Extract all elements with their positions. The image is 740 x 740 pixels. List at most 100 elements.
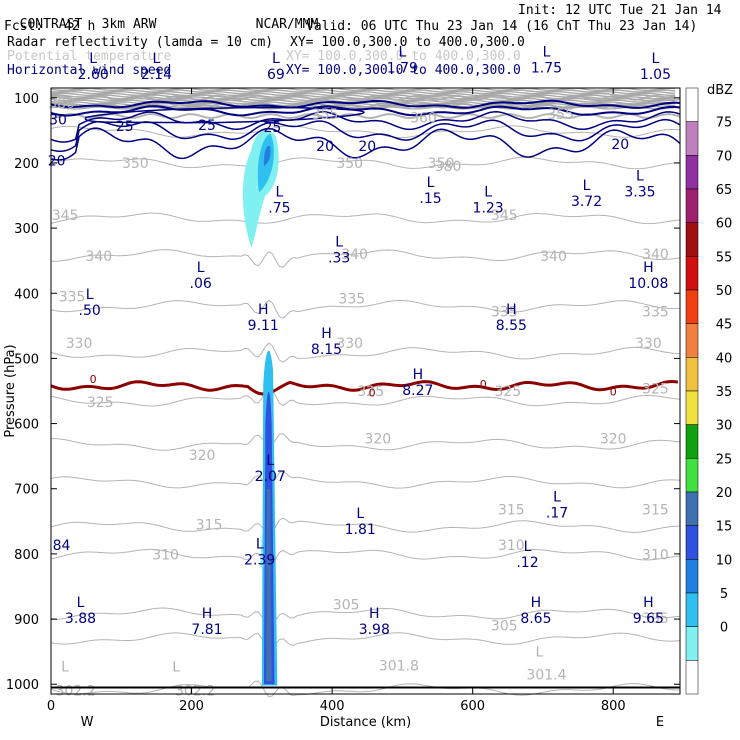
extremum-value: 2.14 <box>141 67 172 83</box>
theta-contour-dense <box>50 94 676 98</box>
plot-frame <box>50 87 681 695</box>
theta-label: 310 <box>642 548 669 564</box>
extremum-value: 2.07 <box>255 469 286 485</box>
theta-label: 380 <box>435 159 462 175</box>
colorbar-segment <box>685 121 699 156</box>
y-tick-label: 800 <box>14 548 39 563</box>
y-tick-label: 600 <box>14 418 39 433</box>
extremum-type: L <box>256 536 264 552</box>
extremum-type: L <box>651 51 659 67</box>
extremum-value: 8.27 <box>402 383 433 399</box>
wind-contour <box>50 105 681 117</box>
colorbar-segment <box>685 222 699 257</box>
wind-contour <box>50 99 681 109</box>
wind-label: 0 <box>90 373 97 386</box>
theta-contour <box>51 433 681 451</box>
theta-label: 320 <box>364 432 391 448</box>
colorbar-segment <box>685 323 699 358</box>
theta-label: 315 <box>642 503 669 519</box>
contour-labels: 380 380 360 355 355 350 350 350 345 345 340 340 340 3… <box>48 44 671 699</box>
extremum-value: 8.55 <box>496 318 527 334</box>
wind-label: 25 <box>116 119 134 135</box>
theta-label: 355 <box>312 107 339 123</box>
project-name: CONTRAST <box>19 17 83 32</box>
valid-time: Valid: 06 UTC Thu 23 Jan 14 (16 ChT Thu … <box>306 19 698 34</box>
extremum-type: L <box>398 44 406 60</box>
extremum-type: H <box>643 260 654 276</box>
field-2-xy: XY= 100.0,300.0 to 400.0,300.0 <box>286 49 521 64</box>
extremum-value: .17 <box>546 506 568 522</box>
colorbar-label: 55 <box>716 250 733 265</box>
extremum-type: H <box>506 302 517 318</box>
theta-label: 330 <box>336 336 363 352</box>
theta-label: 335 <box>491 305 518 321</box>
colorbar-label: 0 <box>720 621 728 636</box>
colorbar-segment <box>685 424 699 459</box>
extremum-type: L <box>153 51 161 67</box>
theta-label: 315 <box>196 518 223 534</box>
theta-label: 350 <box>336 156 363 172</box>
wind-label: 0 <box>480 378 487 391</box>
model-name: 3km ARW <box>86 4 157 32</box>
x-end-label-west: W <box>81 715 94 730</box>
colorbar-label: 45 <box>716 318 733 333</box>
colorbar-segment <box>685 559 699 594</box>
wind-contour <box>50 111 681 143</box>
extremum-type: L <box>335 235 343 251</box>
theta-label: 310 <box>498 538 525 554</box>
wind-label: 20 <box>358 139 376 155</box>
reflectivity-region <box>266 488 272 681</box>
reflectivity-region <box>260 527 264 567</box>
colorbar-segment <box>685 256 699 291</box>
x-tick-label: 0 <box>47 699 55 714</box>
colorbar-label: 10 <box>716 553 733 568</box>
colorbar-segment <box>685 458 699 493</box>
colorbar-label: 15 <box>716 520 733 535</box>
colorbar-segment <box>685 155 699 190</box>
extremum-type: L <box>266 453 274 469</box>
theta-label: 380 <box>48 96 75 112</box>
plot-background <box>51 88 680 694</box>
theta-contour-dense <box>50 89 676 93</box>
model-label: 3km ARW <box>101 17 157 32</box>
extremum-type: H <box>413 367 424 383</box>
wind-contour-closed <box>84 106 365 124</box>
extremum-value: 3.98 <box>359 622 390 638</box>
x-tick-label: 600 <box>460 699 485 714</box>
colorbar-segment <box>685 188 699 223</box>
extremum-value: .06 <box>190 276 212 292</box>
extremum-type: L <box>583 178 591 194</box>
potential-temperature-contours <box>50 87 681 698</box>
theta-contour <box>50 632 681 651</box>
theta-label: 355 <box>547 107 574 123</box>
extremum-value: .75 <box>268 201 290 217</box>
field-2-name: Potential temperature <box>7 49 172 64</box>
theta-contour <box>50 470 681 489</box>
field-3-name: Horizontal wind speed <box>7 63 172 78</box>
extremum-value: .33 <box>328 251 350 267</box>
theta-extremum-marker: L <box>536 645 544 661</box>
theta-label: 320 <box>600 432 627 448</box>
extremum-type: H <box>369 606 380 622</box>
colorbar-segment <box>685 626 699 661</box>
theta-label: 345 <box>491 208 518 224</box>
wind-contour <box>50 118 681 153</box>
colorbar-label: 50 <box>716 284 733 299</box>
colorbar-segment <box>685 660 699 695</box>
extremum-type: L <box>553 490 561 506</box>
y-tick-label: 400 <box>14 287 39 302</box>
extremum-value: 3.88 <box>65 611 96 627</box>
colorbar-label: 25 <box>716 452 733 467</box>
colorbar-segment <box>685 289 699 324</box>
extremum-value: .15 <box>419 191 441 207</box>
theta-contour <box>50 249 681 268</box>
colorbar-label: 30 <box>716 419 733 434</box>
theta-contour-dense <box>50 102 676 107</box>
colorbar-unit: dBZ <box>707 83 733 98</box>
extremum-type: L <box>524 539 532 555</box>
colorbar-segment <box>685 592 699 627</box>
extremum-value: 69 <box>267 67 285 83</box>
theta-label: 340 <box>642 247 669 263</box>
extremum-type: L <box>86 287 94 303</box>
